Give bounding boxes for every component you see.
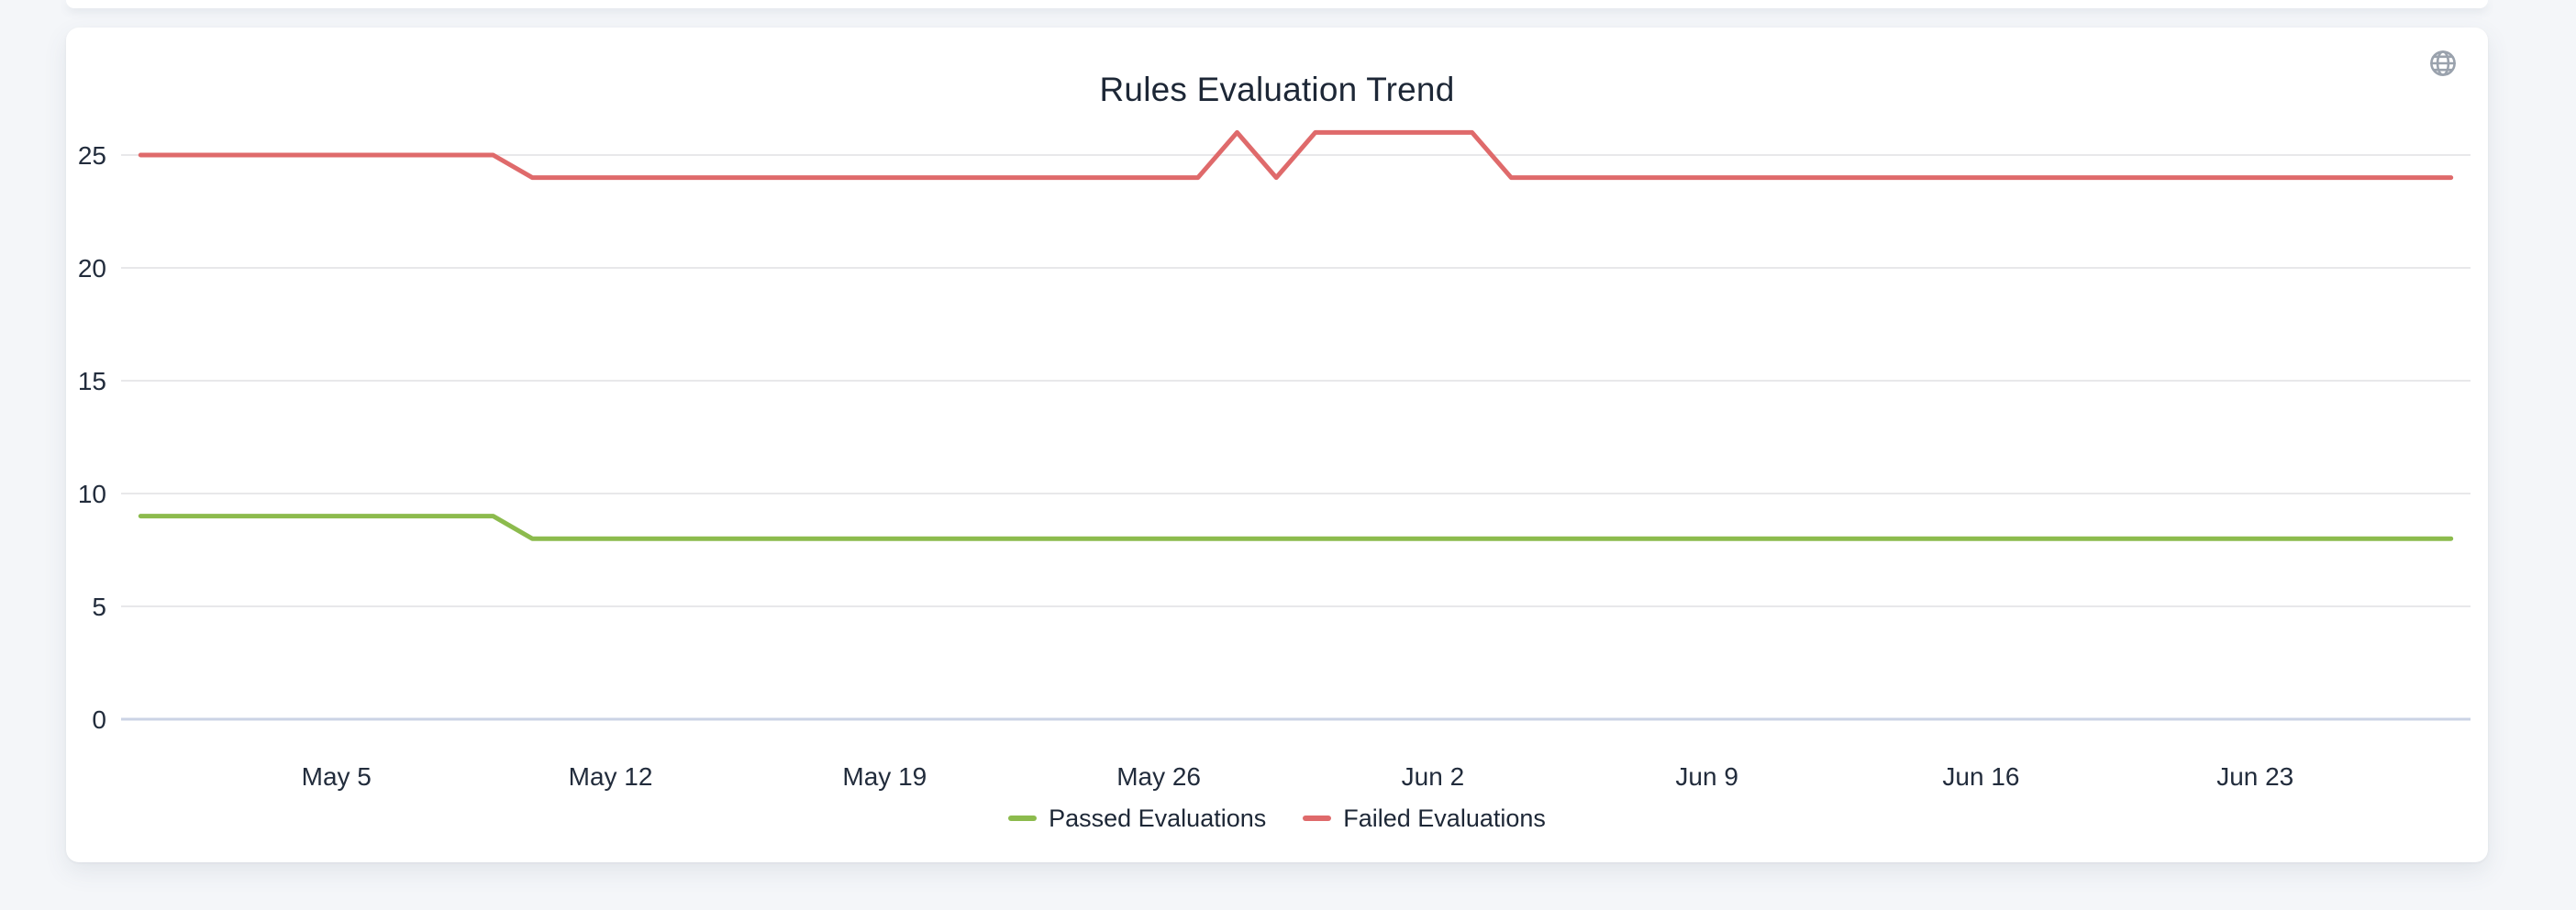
svg-text:15: 15 (78, 367, 106, 395)
svg-text:Jun 2: Jun 2 (1402, 762, 1465, 791)
passed-series-swatch (1008, 816, 1038, 821)
svg-text:May 12: May 12 (569, 762, 653, 791)
chart-title: Rules Evaluation Trend (1099, 71, 1455, 108)
globe-icon (2430, 50, 2456, 76)
previous-card-bottom-edge (66, 0, 2488, 8)
svg-text:20: 20 (78, 254, 106, 283)
svg-text:5: 5 (92, 593, 106, 621)
svg-text:Jun 23: Jun 23 (2216, 762, 2293, 791)
legend-item-passed[interactable]: Passed Evaluations (1008, 804, 1266, 833)
svg-text:May 19: May 19 (842, 762, 927, 791)
svg-text:Jun 9: Jun 9 (1675, 762, 1738, 791)
svg-text:0: 0 (92, 705, 106, 734)
svg-text:Jun 16: Jun 16 (1942, 762, 2019, 791)
globe-button[interactable] (2426, 46, 2460, 81)
trend-chart: 0 5 10 15 20 25 May 5 May 12 May 19 May 26 Jun 2 Ju… (78, 129, 2471, 791)
legend-label-passed: Passed Evaluations (1049, 805, 1267, 832)
legend-label-failed: Failed Evaluations (1343, 805, 1546, 832)
svg-text:10: 10 (78, 480, 106, 508)
chart-legend: Passed Evaluations Failed Evaluations (66, 804, 2488, 833)
svg-text:May 5: May 5 (302, 762, 372, 791)
svg-text:25: 25 (78, 141, 106, 170)
rules-evaluation-trend-card: Rules Evaluation Trend 0 5 10 15 20 25 May 5 Ma… (66, 28, 2488, 862)
legend-item-failed[interactable]: Failed Evaluations (1303, 804, 1546, 833)
failed-series-swatch (1303, 816, 1332, 821)
svg-text:May 26: May 26 (1116, 762, 1201, 791)
